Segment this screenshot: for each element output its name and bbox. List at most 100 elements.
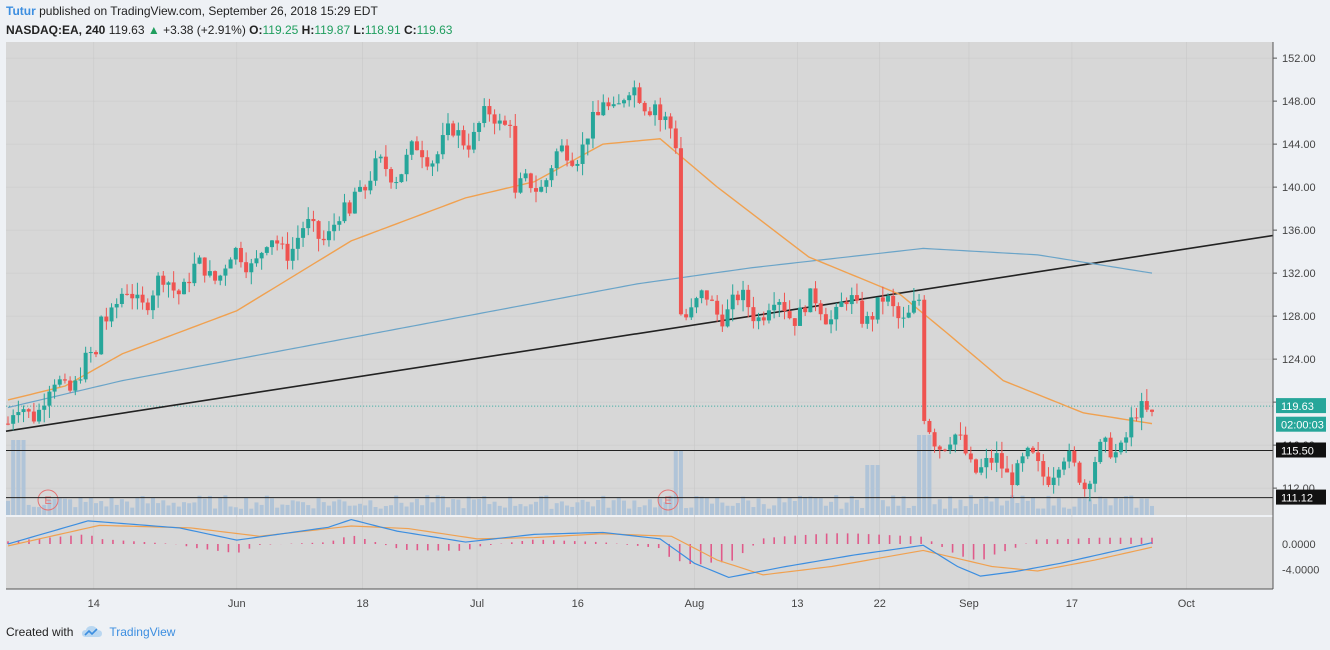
candle-body xyxy=(378,156,383,159)
candle-body xyxy=(197,257,202,264)
candle-body xyxy=(854,295,859,301)
candle-body xyxy=(363,186,368,191)
candle-body xyxy=(373,158,378,181)
volume-bar xyxy=(1098,496,1103,515)
time-tick-label: 13 xyxy=(791,598,803,610)
volume-bar xyxy=(570,506,575,515)
volume-bar xyxy=(596,499,601,515)
candle-body xyxy=(1005,468,1010,473)
volume-bar xyxy=(119,499,124,515)
created-with-text: Created with xyxy=(6,625,74,639)
candle-body xyxy=(663,116,668,121)
candle-body xyxy=(21,409,26,413)
volume-bar xyxy=(156,503,161,515)
volume-bar xyxy=(627,508,632,515)
candle-body xyxy=(1030,447,1035,453)
candle-body xyxy=(435,154,440,164)
volume-bar xyxy=(223,495,228,515)
volume-bar xyxy=(746,500,751,515)
candle-body xyxy=(16,412,21,416)
volume-bar xyxy=(135,498,140,515)
candle-body xyxy=(596,111,601,116)
price-label-box xyxy=(1276,398,1326,414)
volume-bar xyxy=(1087,499,1092,515)
volume-bar xyxy=(1118,498,1123,515)
candle-body xyxy=(953,434,958,445)
volume-bar xyxy=(590,506,595,515)
volume-bar xyxy=(1056,498,1061,515)
earnings-label: E xyxy=(664,495,671,507)
candle-body xyxy=(1139,401,1144,418)
candle-body xyxy=(694,298,699,308)
candle-body xyxy=(999,453,1004,469)
volume-bar xyxy=(699,496,704,515)
volume-bar xyxy=(1025,500,1030,515)
candle-body xyxy=(575,163,580,166)
candle-body xyxy=(922,299,927,421)
volume-bar xyxy=(772,505,777,515)
volume-bar xyxy=(492,501,497,515)
price-label-text: 02:00:03 xyxy=(1281,420,1324,432)
low-label: L: xyxy=(353,23,365,37)
candle-body xyxy=(896,306,901,319)
volume-bar xyxy=(554,503,559,515)
candle-body xyxy=(119,293,124,304)
volume-bar xyxy=(839,508,844,515)
volume-bar xyxy=(1046,495,1051,515)
candle-body xyxy=(440,135,445,155)
volume-bar xyxy=(425,495,430,515)
volume-bar xyxy=(249,508,254,515)
volume-bar xyxy=(927,435,932,515)
volume-bar xyxy=(849,496,854,515)
volume-bar xyxy=(585,501,590,515)
volume-bar xyxy=(197,495,202,515)
candle-body xyxy=(673,128,678,149)
volume-bar xyxy=(316,498,321,515)
volume-bar xyxy=(958,499,963,515)
volume-bar xyxy=(984,496,989,515)
volume-bar xyxy=(409,502,414,515)
volume-bar xyxy=(414,498,419,515)
volume-bar xyxy=(559,501,564,515)
volume-bar xyxy=(326,505,331,515)
candle-body xyxy=(202,257,207,276)
volume-bar xyxy=(792,500,797,515)
candle-body xyxy=(777,302,782,305)
candle-body xyxy=(684,314,689,318)
candle-body xyxy=(860,300,865,324)
volume-bar xyxy=(663,502,668,515)
volume-bar xyxy=(735,503,740,515)
volume-bar xyxy=(544,495,549,515)
volume-bar xyxy=(1010,495,1015,515)
volume-bar xyxy=(673,450,678,515)
volume-bar xyxy=(88,497,93,515)
price-tick-label: 148.00 xyxy=(1282,96,1316,108)
trendline xyxy=(5,234,1274,432)
candle-body xyxy=(829,319,834,325)
candle-body xyxy=(523,173,528,179)
candle-body xyxy=(347,202,352,214)
volume-bar xyxy=(963,506,968,515)
author-name[interactable]: Tutur xyxy=(6,4,36,18)
close-value: 119.63 xyxy=(416,23,453,37)
volume-bar xyxy=(352,505,357,515)
candle-body xyxy=(337,221,342,225)
candle-body xyxy=(223,268,228,276)
candle-body xyxy=(559,145,564,152)
tradingview-link[interactable]: TradingView xyxy=(81,625,175,639)
volume-bar xyxy=(1093,504,1098,515)
earnings-label: E xyxy=(44,495,51,507)
candle-body xyxy=(534,188,538,192)
volume-bar xyxy=(1134,507,1139,515)
time-tick-label: Jul xyxy=(470,598,484,610)
volume-bar xyxy=(741,496,746,515)
candle-body xyxy=(94,352,98,355)
candle-body xyxy=(1062,461,1066,470)
volume-bar xyxy=(622,500,626,515)
candle-body xyxy=(249,263,254,273)
volume-bar xyxy=(420,505,425,515)
candle-body xyxy=(1051,477,1056,486)
candle-body xyxy=(352,191,357,214)
volume-bar xyxy=(192,502,197,515)
